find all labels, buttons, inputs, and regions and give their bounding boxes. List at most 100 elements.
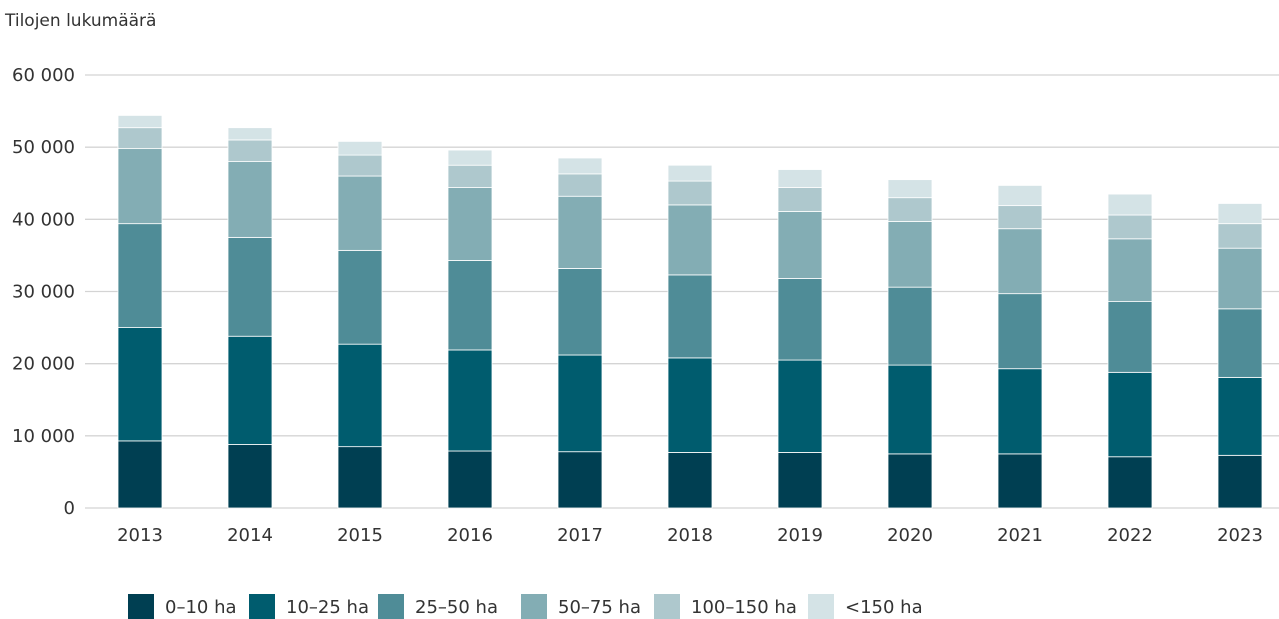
y-tick-label: 30 000 xyxy=(12,282,75,303)
x-tick-label: 2020 xyxy=(887,525,933,546)
legend-label: 10–25 ha xyxy=(286,597,369,618)
bar-segment xyxy=(1217,223,1263,249)
legend-swatch xyxy=(128,594,154,619)
bar-segment xyxy=(1217,454,1263,509)
bar-segment xyxy=(887,453,933,509)
bar-segment xyxy=(227,444,273,509)
legend-label: 50–75 ha xyxy=(558,597,641,618)
bar-segment xyxy=(557,195,603,269)
bar-segment xyxy=(557,157,603,175)
bar-segment xyxy=(227,335,273,445)
legend-label: 25–50 ha xyxy=(415,597,498,618)
legend-swatch xyxy=(249,594,275,619)
bar-segment xyxy=(557,354,603,453)
x-tick-label: 2014 xyxy=(227,525,273,546)
legend-swatch xyxy=(521,594,547,619)
legend: 0–10 ha 10–25 ha 25–50 ha 50–75 ha 100–150 h… xyxy=(128,594,923,619)
bar-segment xyxy=(117,115,163,129)
bar-segment xyxy=(447,164,493,188)
bar-segment xyxy=(997,185,1043,207)
bar-segment xyxy=(667,164,713,182)
y-tick-label: 0 xyxy=(64,498,75,519)
bar-segment xyxy=(447,349,493,452)
x-tick-label: 2016 xyxy=(447,525,493,546)
bar-segment xyxy=(557,173,603,197)
legend-label: 100–150 ha xyxy=(691,597,797,618)
legend-swatch xyxy=(378,594,404,619)
bar-segment xyxy=(777,187,823,212)
bar-segment xyxy=(1107,456,1153,509)
y-tick-label: 40 000 xyxy=(12,209,75,230)
bar-segment xyxy=(227,127,273,141)
bar-segment xyxy=(447,450,493,509)
bar-segment xyxy=(447,187,493,261)
y-tick-label: 50 000 xyxy=(12,137,75,158)
x-tick-labels: 2013 2014 2015 2016 2017 2018 2019 2020 2021 2022… xyxy=(117,525,1263,546)
bar-segment xyxy=(227,161,273,238)
bar-segment xyxy=(667,274,713,359)
bar-segment xyxy=(117,127,163,150)
y-axis-label: Tilojen lukumäärä xyxy=(4,11,156,31)
bar-segment xyxy=(1217,247,1263,310)
bar-segment xyxy=(887,364,933,455)
bar-segment xyxy=(557,268,603,356)
bar-segment xyxy=(337,446,383,509)
x-tick-label: 2021 xyxy=(997,525,1043,546)
legend-label: <150 ha xyxy=(845,597,923,618)
bar-segment xyxy=(337,343,383,448)
bar-segment xyxy=(667,357,713,453)
bar-segment xyxy=(667,180,713,206)
y-tick-label: 60 000 xyxy=(12,65,75,86)
bar-segment xyxy=(1217,308,1263,378)
bar-segment xyxy=(557,451,603,509)
x-tick-label: 2019 xyxy=(777,525,823,546)
bar-segment xyxy=(997,205,1043,230)
bar-segment xyxy=(887,221,933,288)
bar-segment xyxy=(337,175,383,251)
bar-segment xyxy=(1107,214,1153,240)
x-tick-label: 2015 xyxy=(337,525,383,546)
bar-segment xyxy=(887,179,933,199)
legend-swatch xyxy=(654,594,680,619)
bar-segment xyxy=(667,452,713,509)
bar-segment xyxy=(777,278,823,361)
bar-segment xyxy=(777,210,823,279)
bar-segment xyxy=(887,197,933,222)
x-tick-label: 2022 xyxy=(1107,525,1153,546)
bar-segment xyxy=(1107,301,1153,373)
x-tick-label: 2017 xyxy=(557,525,603,546)
bar-segment xyxy=(1107,238,1153,303)
x-tick-label: 2018 xyxy=(667,525,713,546)
bar-segment xyxy=(337,249,383,345)
bar-segment xyxy=(777,359,823,453)
bars xyxy=(117,115,1263,509)
bar-segment xyxy=(337,140,383,156)
bar-segment xyxy=(1107,193,1153,216)
bar-segment xyxy=(1217,203,1263,225)
bar-segment xyxy=(997,293,1043,370)
bar-segment xyxy=(887,286,933,366)
x-tick-label: 2023 xyxy=(1217,525,1263,546)
bar-segment xyxy=(997,368,1043,455)
bar-segment xyxy=(227,139,273,162)
legend-swatch xyxy=(808,594,834,619)
bar-segment xyxy=(447,260,493,351)
bar-segment xyxy=(117,223,163,328)
bar-segment xyxy=(777,169,823,188)
bar-segment xyxy=(447,149,493,166)
legend-label: 0–10 ha xyxy=(165,597,237,618)
bar-segment xyxy=(997,228,1043,295)
bar-segment xyxy=(667,204,713,276)
bar-segment xyxy=(1107,371,1153,458)
bar-segment xyxy=(777,452,823,509)
bar-segment xyxy=(337,154,383,177)
bar-segment xyxy=(117,148,163,225)
y-tick-label: 10 000 xyxy=(12,426,75,447)
bar-segment xyxy=(117,327,163,442)
y-tick-labels: 0 10 000 20 000 30 000 40 000 50 000 60 000 xyxy=(12,65,75,519)
bar-segment xyxy=(997,453,1043,509)
bar-segment xyxy=(227,236,273,337)
bar-segment xyxy=(117,440,163,509)
y-tick-label: 20 000 xyxy=(12,354,75,375)
